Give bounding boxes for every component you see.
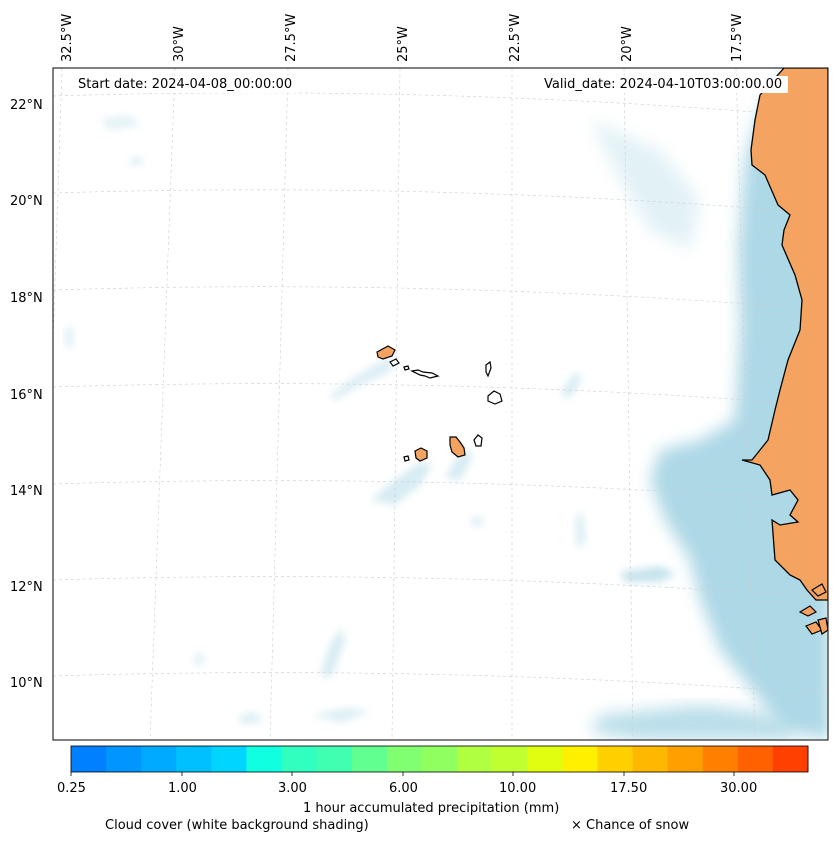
cloud-patch-sw-2 [312, 708, 370, 722]
colorbar-swatch [386, 746, 423, 772]
colorbar-swatch [562, 746, 598, 772]
colorbar-swatch [667, 746, 704, 772]
cloud-patch-east-small [560, 372, 582, 398]
colorbar-swatch [71, 746, 107, 772]
colorbar-swatch [281, 746, 318, 772]
cloud-patch-sw-3 [192, 652, 206, 666]
cloud-patch-mid-1 [575, 510, 586, 550]
island-brava [403, 455, 410, 462]
latitude-label: 20°N [10, 194, 43, 209]
island-santa-luzia [403, 365, 410, 371]
colorbar-label: 1 hour accumulated precipitation (mm) [303, 801, 560, 816]
longitude-label: 20°W [620, 26, 635, 62]
cloud-cover-legend: Cloud cover (white background shading) [105, 818, 369, 833]
colorbar-swatch [211, 746, 247, 772]
island-santiago [449, 436, 466, 458]
latitude-label: 18°N [10, 291, 43, 306]
island-santo-antao [376, 345, 396, 360]
precip-colorbar [70, 746, 809, 776]
colorbar-tick-label: 10.00 [499, 781, 537, 796]
colorbar-swatch [246, 746, 283, 772]
colorbar-tick-label: 6.00 [389, 781, 418, 796]
colorbar-swatch [737, 746, 774, 772]
colorbar-frame [70, 745, 809, 773]
colorbar-swatch [492, 746, 528, 772]
cloud-patch-east-mid [620, 566, 676, 582]
cloud-patch-mid-2 [470, 516, 484, 527]
meridian-line [735, 68, 756, 740]
parallel-line [53, 383, 828, 407]
cloud-streak-islands-1 [330, 358, 395, 400]
island-bissagos-3 [817, 617, 828, 635]
latitude-label: 10°N [10, 676, 43, 691]
meridian-line [149, 68, 176, 740]
colorbar-swatch [316, 746, 353, 772]
latitude-label: 14°N [10, 484, 43, 499]
parallel-line [53, 672, 828, 695]
cloud-patch-west-3 [128, 156, 144, 166]
latitude-label: 22°N [10, 98, 43, 113]
cloud-streak-islands-3 [445, 448, 472, 480]
start-date-box: Start date: 2024-04-08_00:00:00 [72, 76, 299, 93]
latitude-label: 12°N [10, 580, 43, 595]
parallel-line [53, 286, 828, 311]
island-bissagos-1 [798, 605, 818, 617]
colorbar-swatch [457, 746, 493, 772]
meridian-line [623, 68, 634, 740]
colorbar-tick-label: 17.50 [610, 781, 648, 796]
colorbar-tick-label: 0.25 [57, 781, 86, 796]
longitude-label: 27.5°W [284, 13, 299, 62]
colorbar-swatch [176, 746, 212, 772]
meridian-line [391, 68, 401, 740]
cloud-patch-west-2 [100, 115, 140, 130]
cloud-streak-sw [320, 628, 345, 676]
parallel-line [53, 480, 828, 503]
longitude-label: 30°W [172, 26, 187, 62]
snow-legend: × Chance of snow [571, 818, 690, 833]
parallel-line [53, 576, 828, 599]
cloud-cover-shading [65, 68, 828, 740]
colorbar-swatch [597, 746, 634, 772]
parallel-line [53, 189, 828, 215]
longitude-label: 32.5°W [60, 13, 75, 62]
graticule [53, 68, 828, 740]
africa-landmass [741, 68, 828, 601]
colorbar-swatch [702, 746, 739, 772]
colorbar-swatch [527, 746, 563, 772]
island-sao-nicolau [410, 369, 440, 379]
colorbar-swatch [106, 746, 142, 772]
colorbar-swatch [351, 746, 388, 772]
longitude-label: 17.5°W [730, 13, 745, 62]
cloud-streak-north [590, 120, 700, 250]
island-sao-vicente [389, 358, 400, 367]
island-maio [473, 434, 483, 447]
cloud-streak-islands-2 [370, 462, 432, 505]
latitude-label: 16°N [10, 388, 43, 403]
colorbar-swatch [632, 746, 669, 772]
colorbar-tick-label: 1.00 [168, 781, 197, 796]
cloud-band-south [590, 705, 800, 740]
longitude-label: 22.5°W [508, 13, 523, 62]
colorbar-tick-label: 30.00 [720, 781, 758, 796]
cloud-patch-bottom-left [238, 712, 262, 724]
meridian-line [269, 68, 289, 740]
island-boa-vista [487, 390, 503, 405]
island-guinea-coast [811, 583, 827, 597]
parallel-line [53, 92, 828, 119]
cloud-patch-west-1 [65, 325, 74, 348]
island-sal [485, 360, 492, 378]
colorbar-swatch [421, 746, 458, 772]
map-frame [52, 67, 829, 741]
meridian-line [53, 68, 63, 353]
longitude-label: 25°W [396, 26, 411, 62]
colorbar-swatch [141, 746, 177, 772]
valid-date-box: Valid_date: 2024-04-10T03:00:00.00 [538, 76, 789, 93]
colorbar-swatch [772, 746, 809, 772]
colorbar-tick-label: 3.00 [278, 781, 307, 796]
island-fogo [414, 447, 428, 462]
